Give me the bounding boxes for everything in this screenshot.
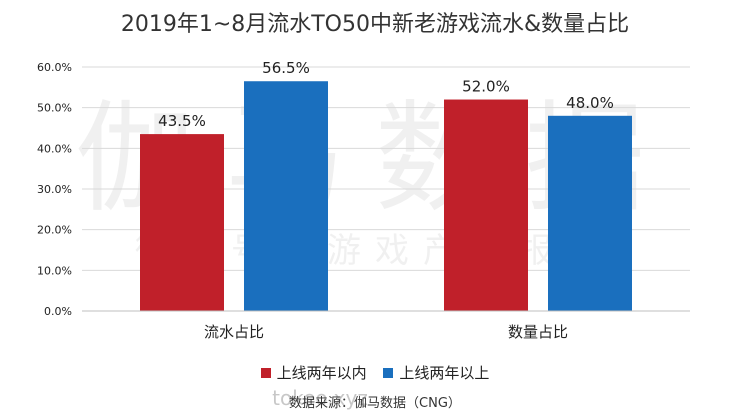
bar [140,134,224,311]
bars [140,81,632,312]
legend-label-old: 上线两年以上 [399,364,490,382]
y-tick-label: 0.0% [44,305,72,318]
axes: 0.0% 10.0% 20.0% 30.0% 40.0% 50.0% 60.0% 流水占比 数量… [37,61,690,341]
legend-item-new: 上线两年以内 [260,362,367,383]
data-label: 43.5% [158,112,206,130]
y-tick-label: 50.0% [37,102,72,115]
y-tick-label: 60.0% [37,61,72,74]
bar [548,115,632,311]
y-tick-label: 40.0% [37,142,72,155]
legend-label-new: 上线两年以内 [276,364,367,382]
legend: 上线两年以内 上线两年以上 [0,362,750,383]
watermark-site-text: tokeo.xyz [272,386,368,410]
y-tick-label: 20.0% [37,224,72,237]
bar [444,99,528,312]
source-note: 数据来源：伽马数据（CNG） [289,396,461,411]
data-label: 48.0% [566,94,614,112]
bar [244,81,328,311]
legend-item-old: 上线两年以上 [383,362,489,383]
legend-swatch-new [260,368,271,378]
data-label: 52.0% [462,78,510,96]
data-labels: 43.5% 56.5% 52.0% 48.0% [158,59,614,130]
x-tick-label: 流水占比 [204,323,264,341]
legend-swatch-old [383,368,394,378]
data-label: 56.5% [262,59,310,77]
x-tick-label: 数量占比 [508,323,568,341]
chart-title: 2019年1~8月流水TO50中新老游戏流水&数量占比 [120,12,630,37]
y-tick-label: 30.0% [37,183,72,196]
y-tick-label: 10.0% [37,264,72,277]
